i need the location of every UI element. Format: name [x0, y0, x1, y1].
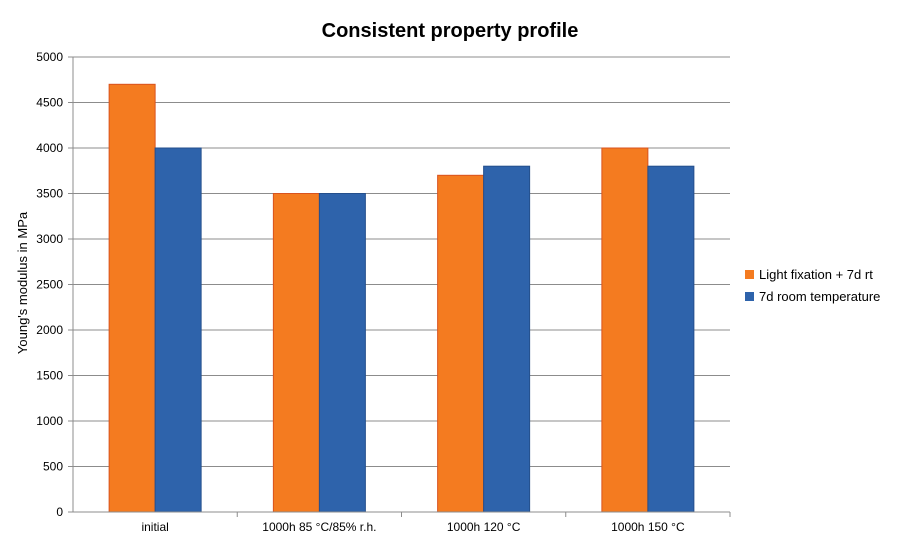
x-tick-label: initial: [141, 520, 168, 534]
x-tick-label: 1000h 85 °C/85% r.h.: [262, 520, 376, 534]
y-tick-label: 4000: [36, 141, 63, 155]
legend: Light fixation + 7d rt 7d room temperatur…: [745, 267, 880, 304]
y-axis-title: Young's modulus in MPa: [15, 211, 30, 354]
y-tick-label: 5000: [36, 50, 63, 64]
axes: 0 500 1000 1500 2000 2500 3000 3500 4000 4500 5000…: [36, 50, 731, 534]
y-tick-label: 500: [43, 460, 63, 474]
bar-light-fixation: [437, 174, 485, 513]
chart-title: Consistent property profile: [322, 20, 579, 42]
y-tick-label: 1000: [36, 414, 63, 428]
y-tick-label: 3500: [36, 187, 63, 201]
bar-light-fixation: [272, 193, 320, 513]
x-tick-label: 1000h 150 °C: [611, 520, 685, 534]
y-tick-label: 2000: [36, 323, 63, 337]
legend-label: Light fixation + 7d rt: [759, 267, 873, 282]
legend-label: 7d room temperature: [759, 289, 880, 304]
y-tick-label: 2500: [36, 278, 63, 292]
y-tick-label: 4500: [36, 96, 63, 110]
y-tick-label: 3000: [36, 232, 63, 246]
bar-light-fixation: [601, 147, 649, 513]
y-tick-label: 1500: [36, 369, 63, 383]
bars: [108, 83, 695, 513]
bar-light-fixation: [108, 83, 156, 513]
bar-room-temperature: [483, 165, 531, 513]
bar-room-temperature: [154, 147, 202, 513]
legend-swatch: [745, 270, 754, 279]
bar-room-temperature: [318, 193, 366, 513]
legend-swatch: [745, 292, 754, 301]
y-tick-label: 0: [56, 505, 63, 519]
x-tick-label: 1000h 120 °C: [447, 520, 521, 534]
bar-room-temperature: [647, 165, 695, 513]
